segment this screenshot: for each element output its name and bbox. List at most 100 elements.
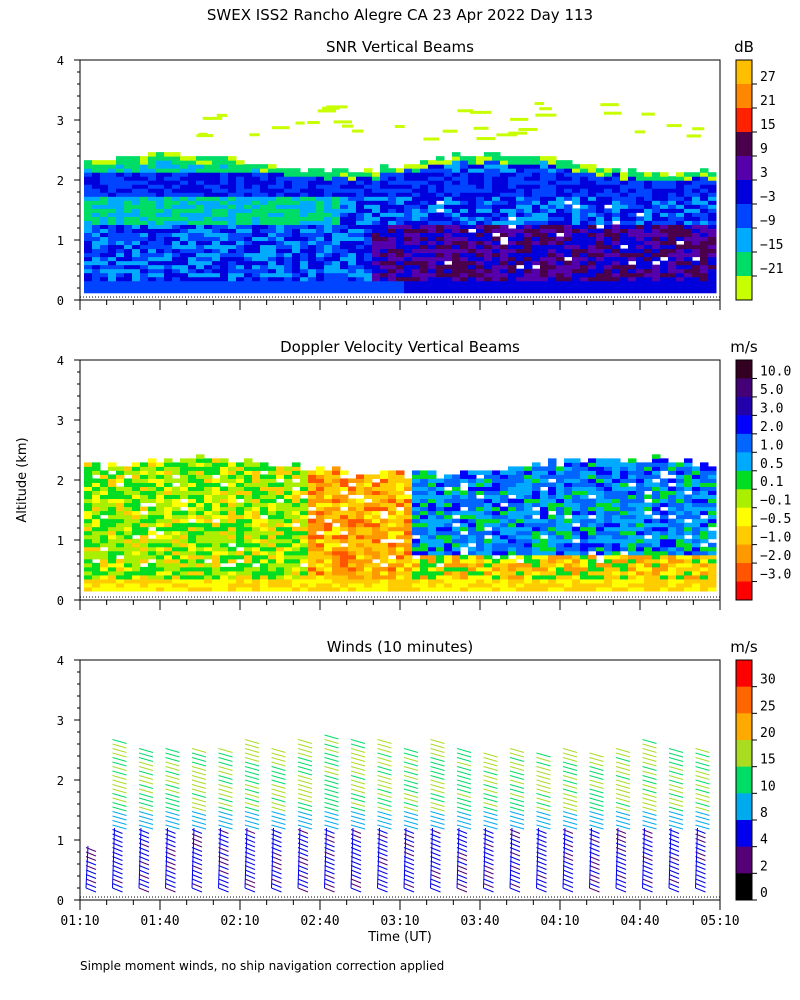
snr-cell — [700, 196, 709, 201]
snr-cell — [172, 232, 181, 238]
doppler-cell — [660, 458, 669, 463]
doppler-cell — [156, 470, 165, 475]
doppler-cell — [340, 470, 349, 475]
snr-cell — [588, 172, 597, 177]
doppler-cell — [164, 587, 173, 592]
doppler-cell — [628, 470, 637, 475]
doppler-cell — [236, 474, 245, 479]
snr-cell — [492, 188, 501, 193]
doppler-cell — [564, 554, 573, 560]
doppler-cell — [404, 526, 413, 532]
snr-cell — [284, 220, 293, 225]
doppler-cell — [660, 510, 669, 516]
snr-cell — [612, 204, 621, 209]
doppler-cell — [348, 490, 357, 496]
snr-cell — [452, 192, 461, 197]
doppler-cell — [476, 498, 485, 504]
snr-cell — [388, 288, 397, 294]
doppler-cell — [500, 570, 509, 576]
snr-cell — [324, 224, 333, 229]
snr-cell — [580, 284, 589, 290]
snr-cell — [204, 196, 213, 201]
snr-cell — [572, 216, 581, 221]
doppler-cell — [196, 562, 205, 568]
snr-cell — [84, 180, 93, 185]
snr-cell — [636, 280, 645, 286]
doppler-cell — [404, 518, 413, 524]
snr-cell — [652, 252, 661, 258]
snr-cell — [412, 208, 421, 213]
snr-cell — [500, 252, 509, 258]
doppler-cell — [284, 562, 293, 568]
doppler-cell — [340, 578, 349, 584]
doppler-cell — [412, 478, 421, 483]
doppler-cell — [380, 470, 389, 475]
snr-cell — [284, 216, 293, 221]
snr-cell — [388, 252, 397, 258]
snr-cell — [164, 204, 173, 209]
doppler-cell — [244, 546, 253, 552]
doppler-cell — [332, 542, 341, 548]
doppler-cell — [476, 490, 485, 496]
doppler-cell — [484, 578, 493, 584]
snr-cell — [204, 176, 213, 181]
doppler-cell — [404, 550, 413, 556]
doppler-cell — [212, 514, 221, 520]
snr-cell — [500, 180, 509, 185]
snr-cell — [652, 288, 661, 294]
snr-cell — [276, 244, 285, 250]
doppler-cell — [148, 550, 157, 556]
snr-cell — [492, 192, 501, 197]
doppler-cell — [316, 558, 325, 564]
doppler-cell — [644, 550, 653, 556]
snr-cell — [428, 184, 437, 189]
snr-cell — [84, 236, 93, 242]
doppler-cell — [516, 562, 525, 568]
snr-cell — [116, 252, 125, 258]
snr-cell — [172, 236, 181, 242]
doppler-cell — [332, 518, 341, 524]
snr-cell — [212, 172, 221, 177]
snr-cell — [348, 268, 357, 274]
snr-cell — [124, 224, 133, 229]
doppler-cell — [348, 562, 357, 568]
doppler-cell — [540, 474, 549, 479]
snr-cell — [316, 208, 325, 213]
doppler-cell — [500, 522, 509, 528]
doppler-cell — [620, 566, 629, 572]
doppler-cell — [324, 574, 333, 580]
doppler-cell — [100, 562, 109, 568]
doppler-cell — [420, 562, 429, 568]
doppler-cell — [236, 542, 245, 548]
snr-cell — [276, 168, 285, 173]
snr-cell — [556, 176, 565, 181]
doppler-cell — [260, 498, 269, 504]
snr-cell — [308, 232, 317, 238]
snr-cell — [652, 180, 661, 185]
doppler-cell — [692, 562, 701, 568]
doppler-cell — [124, 526, 133, 532]
doppler-cell — [452, 578, 461, 584]
snr-cell — [668, 272, 677, 278]
doppler-cell — [532, 554, 541, 560]
doppler-cell — [692, 466, 701, 471]
doppler-cell — [100, 582, 109, 588]
doppler-cell — [684, 526, 693, 532]
snr-cell — [452, 240, 461, 246]
snr-cell — [556, 160, 565, 165]
snr-cell — [196, 252, 205, 258]
doppler-cell — [356, 566, 365, 572]
snr-cell — [268, 232, 277, 238]
snr-cell — [276, 236, 285, 242]
doppler-cell — [364, 506, 373, 512]
doppler-cell — [588, 518, 597, 524]
doppler-cell — [204, 574, 213, 580]
snr-cell — [412, 284, 421, 290]
snr-cell — [500, 216, 509, 221]
snr-cell — [604, 256, 613, 262]
snr-cell — [204, 268, 213, 274]
snr-cell — [564, 180, 573, 185]
snr-cell — [700, 244, 709, 250]
snr-cell — [428, 268, 437, 274]
doppler-cell — [164, 522, 173, 528]
